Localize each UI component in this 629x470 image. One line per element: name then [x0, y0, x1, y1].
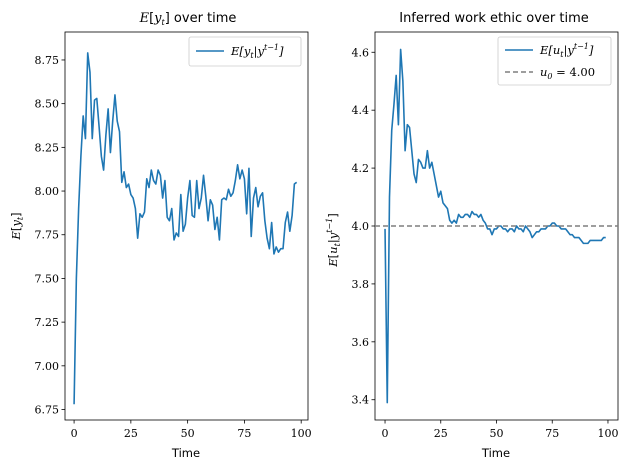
left-y-tick-label-8: 8.75: [35, 54, 60, 67]
right-x-tick-label-1: 25: [434, 427, 448, 440]
right-series-group: [375, 48, 618, 404]
left-y-tick-label-7: 8.50: [35, 98, 60, 111]
left-x-tick-label-4: 100: [291, 427, 312, 440]
right-y-tick-label-2: 3.8: [352, 278, 370, 291]
right-y-axis-label: E[ut|yt−1]: [325, 213, 342, 267]
left-x-tick-label-3: 75: [237, 427, 251, 440]
left-series-line-0: [73, 52, 298, 405]
right-y-tick-label-3: 4.0: [352, 220, 370, 233]
right-tick-group: 0 25 50 75 100 3.4 3.6 3.8 4.0 4.2 4.4 4.6: [352, 46, 619, 440]
left-chart-panel: E[yt] over time 0 25 50 75 100 6.75 7.00 7.25 7.…: [9, 11, 312, 460]
right-y-tick-label-6: 4.6: [352, 46, 370, 59]
right-x-tick-label-3: 75: [545, 427, 559, 440]
right-y-tick-label-5: 4.4: [352, 104, 370, 117]
left-y-tick-label-1: 7.00: [35, 360, 60, 373]
left-y-tick-label-6: 8.25: [35, 141, 60, 154]
left-series-group: [73, 52, 298, 405]
right-y-tick-label-4: 4.2: [352, 162, 370, 175]
right-legend: E[ut|yt−1] u0 = 4.00: [497, 36, 612, 86]
left-chart-title: E[yt] over time: [139, 11, 237, 27]
left-y-tick-label-0: 6.75: [35, 404, 60, 417]
left-y-axis-label: E[yt]: [9, 212, 25, 240]
right-x-tick-label-0: 0: [382, 427, 389, 440]
right-chart-panel: Inferred work ethic over time 0 25 50 75 100…: [325, 11, 618, 460]
right-x-tick-label-4: 100: [597, 427, 618, 440]
right-y-tick-label-0: 3.4: [352, 394, 370, 407]
right-y-tick-label-1: 3.6: [352, 336, 370, 349]
left-plot-frame: [64, 31, 309, 421]
right-legend-label-1: u0 = 4.00: [540, 65, 595, 81]
left-x-tick-label-1: 25: [124, 427, 138, 440]
left-y-tick-label-4: 7.75: [35, 229, 60, 242]
left-legend-label: E[yt|yt−1]: [230, 43, 284, 60]
left-legend: E[yt|yt−1]: [188, 36, 302, 67]
left-y-tick-label-2: 7.25: [35, 316, 60, 329]
left-x-tick-label-2: 50: [181, 427, 195, 440]
left-y-tick-label-5: 8.00: [35, 185, 60, 198]
left-x-axis-label: Time: [171, 446, 200, 460]
right-x-tick-label-2: 50: [490, 427, 504, 440]
left-x-tick-label-0: 0: [71, 427, 78, 440]
left-tick-group: 0 25 50 75 100 6.75 7.00 7.25 7.50 7.75 8.00 8.25 8.…: [35, 54, 312, 440]
right-series-line-0: [384, 48, 606, 404]
right-legend-frame: [497, 36, 612, 86]
left-y-tick-label-3: 7.50: [35, 272, 60, 285]
left-legend-frame: [188, 36, 302, 67]
right-legend-label-0: E[ut|yt−1]: [539, 42, 594, 59]
right-x-axis-label: Time: [481, 446, 510, 460]
right-chart-title: Inferred work ethic over time: [399, 11, 589, 26]
